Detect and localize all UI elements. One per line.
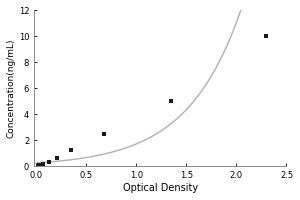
X-axis label: Optical Density: Optical Density bbox=[123, 183, 198, 193]
Y-axis label: Concentration(ng/mL): Concentration(ng/mL) bbox=[7, 39, 16, 138]
